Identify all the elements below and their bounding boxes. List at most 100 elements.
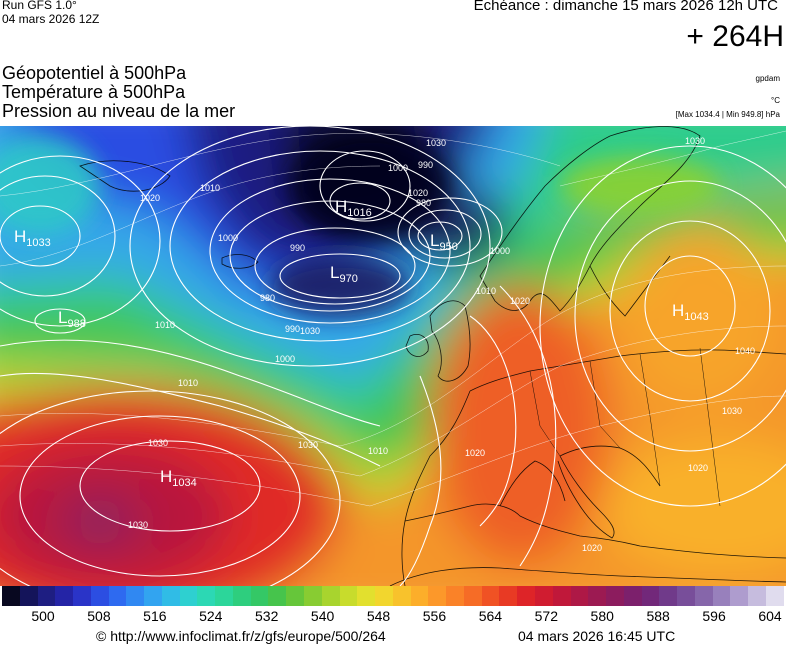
isobar-label: 990 [290, 243, 305, 253]
colorbar-tick-label: 540 [310, 608, 335, 624]
colorbar-swatch [659, 586, 678, 606]
center-high-1033: H1033 [14, 227, 51, 249]
colorbar-swatch [357, 586, 376, 606]
colorbar-tick-label: 548 [366, 608, 391, 624]
colorbar-swatch [179, 586, 198, 606]
colorbar-tick-label: 524 [199, 608, 223, 624]
isobar-label: 980 [260, 293, 275, 303]
source-credit: © http://www.infoclimat.fr/z/gfs/europe/… [96, 628, 386, 644]
colorbar-tick-label: 532 [255, 608, 279, 624]
colorbar-swatch [641, 586, 660, 606]
colorbar-swatch [677, 586, 695, 606]
colorbar-tick-label: 508 [87, 608, 111, 624]
isobar-labels: 1020 1010 1000 990 980 990 1000 1010 100… [128, 136, 755, 553]
colorbar-swatch [765, 586, 784, 606]
colorbar-swatch [606, 586, 624, 606]
title-temperature: Température à 500hPa [2, 82, 186, 102]
colorbar-swatch [748, 586, 766, 606]
colorbar-swatch [197, 586, 216, 606]
colorbar-swatch [410, 586, 429, 606]
lead-time: + 264H [686, 20, 784, 53]
isobar-label: 1020 [408, 188, 428, 198]
colorbar-swatch [19, 586, 38, 606]
colorbar-swatch [232, 586, 251, 606]
unit-temperature: °C [771, 96, 780, 105]
colorbar-tick-label: 604 [758, 608, 782, 624]
isobar-label: 1010 [476, 286, 496, 296]
colorbar-swatch [517, 586, 535, 606]
colorbar-swatch [463, 586, 482, 606]
render-timestamp: 04 mars 2026 16:45 UTC [518, 628, 676, 644]
colorbar-swatch [215, 586, 233, 606]
colorbar-tick-label: 564 [478, 608, 503, 624]
colorbar-swatch [570, 586, 589, 606]
center-high-1043: H1043 [672, 301, 709, 323]
colorbar-swatch [428, 586, 447, 606]
isobar-label: 1000 [388, 163, 408, 173]
colorbar-swatch [730, 586, 749, 606]
colorbar-swatch [321, 586, 340, 606]
isobar-label: 1030 [722, 406, 742, 416]
colorbar-tick-label: 580 [590, 608, 614, 624]
isobar-label: 1030 [685, 136, 705, 146]
colorbar-swatch [55, 586, 74, 606]
weather-map: H1033 L988 H1016 L970 L950 H1043 H1034 1… [0, 126, 786, 586]
center-high-1016: H1016 [335, 197, 372, 219]
colorbar-swatch [73, 586, 91, 606]
isobar-label: 1000 [218, 233, 238, 243]
colorbar-swatch [392, 586, 411, 606]
unit-geopotential: gpdam [755, 74, 780, 83]
run-date: 04 mars 2026 12Z [2, 12, 100, 26]
colorbar-swatch [268, 586, 287, 606]
colorbar-swatch [286, 586, 305, 606]
coastlines [79, 126, 786, 586]
isobar-label: 1030 [300, 326, 320, 336]
isobar-label: 1030 [128, 520, 148, 530]
colorbar-swatch [694, 586, 713, 606]
run-label: Run GFS 1.0° [2, 0, 77, 12]
colorbar-swatch [90, 586, 109, 606]
center-low-950: L950 [430, 231, 458, 253]
isobar-label: 1030 [426, 138, 446, 148]
isobar-label: 1020 [140, 193, 160, 203]
colorbar-tick-label: 516 [143, 608, 167, 624]
pressure-centers: H1033 L988 H1016 L970 L950 H1043 H1034 [14, 197, 709, 489]
center-low-970: L970 [330, 263, 358, 285]
isobar-label: 980 [416, 198, 431, 208]
isobar-label: 990 [418, 160, 433, 170]
colorbar-swatch [250, 586, 269, 606]
geopotential-lines [0, 130, 786, 507]
colorbar-swatch [126, 586, 145, 606]
colorbar-swatch [552, 586, 571, 606]
colorbar-ticks: 500 508 516 524 532 540 548 556 564 572 580 588 596 6… [0, 608, 786, 628]
colorbar-swatch [588, 586, 607, 606]
center-low-988: L988 [58, 308, 86, 330]
colorbar-swatch [304, 586, 322, 606]
colorbar-tick-label: 556 [422, 608, 447, 624]
isobar-label: 1030 [148, 438, 168, 448]
isobar-label: 1020 [582, 543, 602, 553]
colorbar-swatch [2, 586, 20, 606]
colorbar [2, 586, 784, 606]
isobar-label: 1010 [200, 183, 220, 193]
colorbar-tick-label: 596 [702, 608, 726, 624]
colorbar-swatch [375, 586, 393, 606]
isobar-label: 1020 [510, 296, 530, 306]
colorbar-swatch [37, 586, 56, 606]
colorbar-swatch [339, 586, 358, 606]
colorbar-swatch [161, 586, 180, 606]
isobar-label: 1030 [298, 440, 318, 450]
colorbar-swatch [108, 586, 127, 606]
valid-time: Echéance : dimanche 15 mars 2026 12h UTC [473, 0, 778, 14]
isobar-label: 1020 [688, 463, 708, 473]
isobar-label: 1040 [735, 346, 755, 356]
isobar-label: 1010 [178, 378, 198, 388]
center-high-1034: H1034 [160, 467, 197, 489]
colorbar-tick-label: 500 [31, 608, 55, 624]
colorbar-swatch [623, 586, 642, 606]
colorbar-swatch [712, 586, 731, 606]
colorbar-swatch [534, 586, 553, 606]
colorbar-swatch [499, 586, 518, 606]
unit-pressure: [Max 1034.4 | Min 949.8] hPa [675, 110, 780, 119]
colorbar-swatch [144, 586, 162, 606]
